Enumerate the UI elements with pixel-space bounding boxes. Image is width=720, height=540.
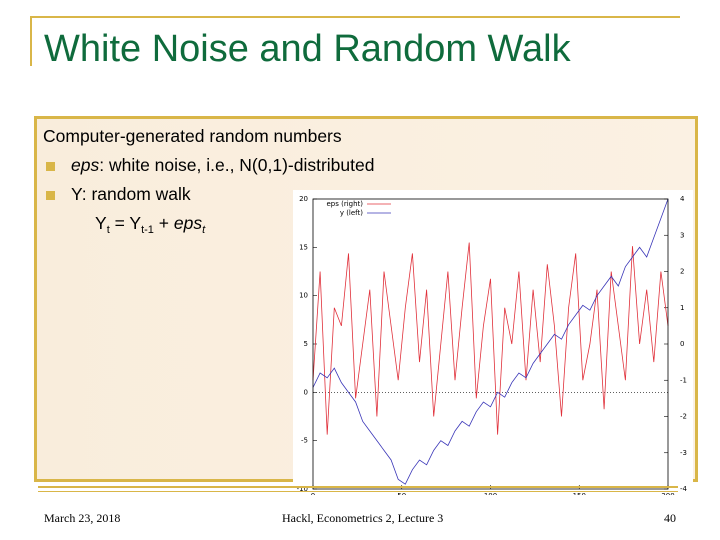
left-rule (30, 16, 32, 66)
x-tick-label: 0 (311, 492, 315, 495)
y2-tick-label: 0 (680, 340, 684, 348)
x-tick-label: 150 (573, 492, 586, 495)
y-tick-label: 10 (299, 292, 308, 300)
intro: Computer-generated random numbers (43, 126, 342, 146)
formula: Yt = Yt-1 + epst (43, 209, 374, 245)
y-tick-label: 15 (299, 243, 308, 251)
legend-label: eps (right) (326, 200, 363, 208)
bullet-term: Y (71, 184, 82, 204)
formula-part: t (106, 224, 110, 236)
y2-tick-label: 3 (680, 231, 684, 239)
y-tick-label: 0 (304, 388, 308, 396)
plot-frame (312, 198, 669, 490)
formula-part: t-1 (141, 224, 154, 236)
formula-part: eps (173, 213, 203, 233)
formula-part: + (153, 213, 174, 233)
slide-title: White Noise and Random Walk (44, 28, 571, 70)
chart: -10-505101520-4-3-2-101234050100150200ep… (293, 190, 693, 495)
bullet-text: : random walk (81, 184, 191, 204)
y2-tick-label: 4 (680, 195, 685, 203)
series-line (312, 198, 669, 485)
y-tick-label: -5 (301, 437, 308, 445)
y2-tick-label: -4 (680, 485, 688, 493)
bullet-term: eps (71, 155, 100, 175)
content-text: Computer-generated random numbers eps: w… (43, 122, 374, 245)
y-tick-label: -10 (297, 485, 308, 493)
y2-tick-label: 1 (680, 304, 684, 312)
series-line (312, 242, 669, 435)
x-tick-label: 100 (484, 492, 497, 495)
bullet-text: : white noise, i.e., N(0,1)-distributed (99, 155, 375, 175)
formula-part: t (202, 224, 206, 236)
y2-tick-label: -3 (680, 449, 687, 457)
y-tick-label: 5 (304, 340, 308, 348)
formula-part: = Y (109, 213, 142, 233)
formula-part: Y (95, 213, 107, 233)
footer-rule (38, 491, 678, 492)
x-tick-label: 50 (397, 492, 406, 495)
footer-date: March 23, 2018 (44, 511, 121, 525)
y-tick-label: 20 (299, 195, 308, 203)
top-rule (30, 16, 680, 18)
legend-label: y (left) (340, 209, 363, 217)
y2-tick-label: -1 (680, 376, 687, 384)
bullet: eps: white noise, i.e., N(0,1)-distribut… (43, 151, 374, 180)
page-number: 40 (664, 511, 676, 525)
bullet: Y: random walk (43, 180, 374, 209)
y2-tick-label: -2 (680, 413, 687, 421)
footer-rule (38, 486, 678, 488)
y2-tick-label: 2 (680, 268, 684, 276)
footer-source: Hackl, Econometrics 2, Lecture 3 (282, 511, 444, 525)
x-tick-label: 200 (661, 492, 674, 495)
